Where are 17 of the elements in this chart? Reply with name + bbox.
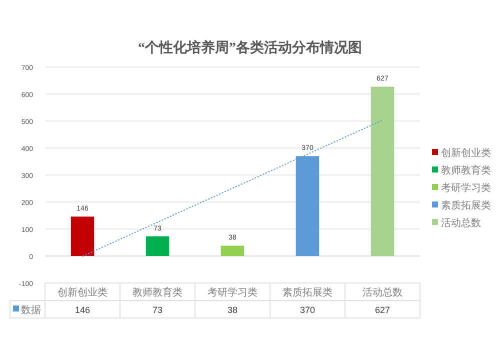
legend-label: 活动总数: [441, 217, 481, 229]
text: 146: [74, 305, 90, 315]
text: 73: [152, 305, 163, 315]
x-tick-label: 素质拓展类: [282, 286, 332, 298]
x-tick-label: 考研学习类: [208, 286, 258, 298]
x-tick-label: 教师教育类: [132, 286, 182, 298]
legend-label: 考研学习类: [441, 182, 491, 194]
text: 370: [300, 305, 316, 315]
x-tick-label: 创新创业类: [58, 286, 108, 298]
text: 627: [374, 305, 390, 315]
x-tick-label: 活动总数: [362, 286, 402, 298]
chart-title: “个性化培养周”各类活动分布情况图: [138, 39, 362, 56]
text: 数据: [21, 304, 41, 316]
legend-label: 素质拓展类: [441, 200, 491, 212]
legend-label: 创新创业类: [441, 147, 491, 159]
text: 38: [227, 305, 238, 315]
legend-label: 教师教育类: [441, 164, 491, 176]
